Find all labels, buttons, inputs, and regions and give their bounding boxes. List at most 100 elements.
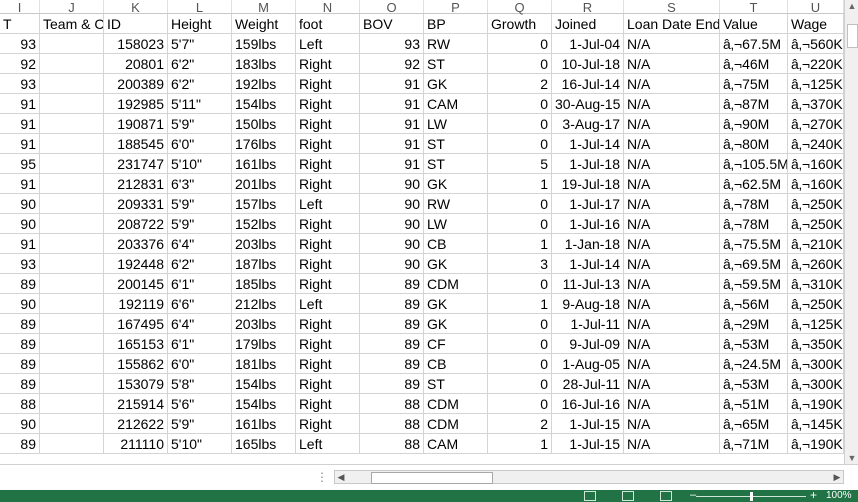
table-cell[interactable]: 183lbs: [232, 54, 296, 74]
table-cell[interactable]: â‚¬75M: [720, 74, 788, 94]
table-cell[interactable]: 1-Jul-17: [552, 194, 624, 214]
table-cell[interactable]: 1-Jul-15: [552, 434, 624, 454]
table-cell[interactable]: 90: [360, 214, 424, 234]
table-cell[interactable]: 192985: [104, 94, 168, 114]
table-cell[interactable]: 88: [360, 434, 424, 454]
table-cell[interactable]: 9-Aug-18: [552, 294, 624, 314]
table-cell[interactable]: 89: [0, 374, 40, 394]
horizontal-scrollbar[interactable]: ◀ ▶: [334, 470, 844, 484]
table-cell[interactable]: â‚¬190K: [788, 434, 844, 454]
table-cell[interactable]: 89: [360, 354, 424, 374]
table-cell[interactable]: 1-Jul-11: [552, 314, 624, 334]
table-cell[interactable]: â‚¬250K: [788, 294, 844, 314]
table-cell[interactable]: GK: [424, 174, 488, 194]
table-cell[interactable]: 1-Jul-15: [552, 414, 624, 434]
table-cell[interactable]: 16-Jul-14: [552, 74, 624, 94]
table-cell[interactable]: 91: [0, 114, 40, 134]
table-cell[interactable]: 91: [360, 74, 424, 94]
table-cell[interactable]: 5'11": [168, 94, 232, 114]
table-cell[interactable]: [40, 294, 104, 314]
table-cell[interactable]: 89: [360, 274, 424, 294]
table-cell[interactable]: 5'10": [168, 154, 232, 174]
header-cell[interactable]: Wage: [788, 14, 844, 34]
table-cell[interactable]: 181lbs: [232, 354, 296, 374]
table-cell[interactable]: [40, 134, 104, 154]
table-cell[interactable]: 165lbs: [232, 434, 296, 454]
table-cell[interactable]: 6'1": [168, 334, 232, 354]
table-cell[interactable]: â‚¬370K: [788, 94, 844, 114]
table-cell[interactable]: 0: [488, 394, 552, 414]
table-cell[interactable]: 16-Jul-16: [552, 394, 624, 414]
table-cell[interactable]: GK: [424, 254, 488, 274]
table-cell[interactable]: [40, 374, 104, 394]
table-cell[interactable]: 5'9": [168, 194, 232, 214]
table-cell[interactable]: 90: [360, 234, 424, 254]
table-cell[interactable]: N/A: [624, 434, 720, 454]
table-cell[interactable]: â‚¬310K: [788, 274, 844, 294]
table-cell[interactable]: N/A: [624, 274, 720, 294]
table-cell[interactable]: [40, 154, 104, 174]
table-cell[interactable]: 6'0": [168, 134, 232, 154]
header-cell[interactable]: Loan Date End: [624, 14, 720, 34]
table-cell[interactable]: 28-Jul-11: [552, 374, 624, 394]
table-cell[interactable]: 187lbs: [232, 254, 296, 274]
column-letter-q[interactable]: Q: [488, 0, 552, 15]
table-cell[interactable]: [40, 174, 104, 194]
table-cell[interactable]: 161lbs: [232, 414, 296, 434]
table-cell[interactable]: 159lbs: [232, 34, 296, 54]
table-cell[interactable]: 0: [488, 114, 552, 134]
column-letter-s[interactable]: S: [624, 0, 720, 15]
table-cell[interactable]: 188545: [104, 134, 168, 154]
column-letter-i[interactable]: I: [0, 0, 40, 15]
table-cell[interactable]: [40, 394, 104, 414]
table-cell[interactable]: N/A: [624, 174, 720, 194]
zoom-slider-knob[interactable]: [750, 492, 753, 501]
header-cell[interactable]: BOV: [360, 14, 424, 34]
table-cell[interactable]: N/A: [624, 94, 720, 114]
table-cell[interactable]: 0: [488, 34, 552, 54]
table-cell[interactable]: Right: [296, 334, 360, 354]
table-cell[interactable]: Right: [296, 254, 360, 274]
table-cell[interactable]: 0: [488, 334, 552, 354]
table-cell[interactable]: 5: [488, 154, 552, 174]
table-cell[interactable]: â‚¬300K: [788, 354, 844, 374]
table-cell[interactable]: 1-Jul-04: [552, 34, 624, 54]
table-cell[interactable]: 212lbs: [232, 294, 296, 314]
table-cell[interactable]: 176lbs: [232, 134, 296, 154]
table-cell[interactable]: 190871: [104, 114, 168, 134]
zoom-level[interactable]: 100%: [826, 490, 852, 501]
table-cell[interactable]: 154lbs: [232, 374, 296, 394]
table-cell[interactable]: 1: [488, 294, 552, 314]
table-cell[interactable]: 89: [0, 314, 40, 334]
table-cell[interactable]: GK: [424, 74, 488, 94]
table-cell[interactable]: 89: [360, 314, 424, 334]
table-cell[interactable]: 192448: [104, 254, 168, 274]
table-cell[interactable]: [40, 414, 104, 434]
table-cell[interactable]: â‚¬87M: [720, 94, 788, 114]
table-cell[interactable]: 231747: [104, 154, 168, 174]
table-cell[interactable]: â‚¬270K: [788, 114, 844, 134]
table-cell[interactable]: â‚¬53M: [720, 334, 788, 354]
column-letter-n[interactable]: N: [296, 0, 360, 15]
column-letter-u[interactable]: U: [788, 0, 844, 15]
table-cell[interactable]: 192119: [104, 294, 168, 314]
column-letter-k[interactable]: K: [104, 0, 168, 15]
header-cell[interactable]: foot: [296, 14, 360, 34]
table-cell[interactable]: 6'3": [168, 174, 232, 194]
page-break-preview-icon[interactable]: [660, 491, 672, 501]
table-cell[interactable]: 154lbs: [232, 394, 296, 414]
table-cell[interactable]: CDM: [424, 394, 488, 414]
table-cell[interactable]: 90: [0, 294, 40, 314]
table-cell[interactable]: 95: [0, 154, 40, 174]
table-cell[interactable]: â‚¬90M: [720, 114, 788, 134]
table-cell[interactable]: 5'9": [168, 414, 232, 434]
vertical-scroll-thumb[interactable]: [847, 24, 858, 48]
table-cell[interactable]: 89: [0, 274, 40, 294]
table-cell[interactable]: 2: [488, 414, 552, 434]
table-cell[interactable]: RW: [424, 194, 488, 214]
table-cell[interactable]: 6'1": [168, 274, 232, 294]
table-cell[interactable]: 5'9": [168, 114, 232, 134]
table-cell[interactable]: 201lbs: [232, 174, 296, 194]
table-cell[interactable]: Right: [296, 94, 360, 114]
table-cell[interactable]: N/A: [624, 34, 720, 54]
